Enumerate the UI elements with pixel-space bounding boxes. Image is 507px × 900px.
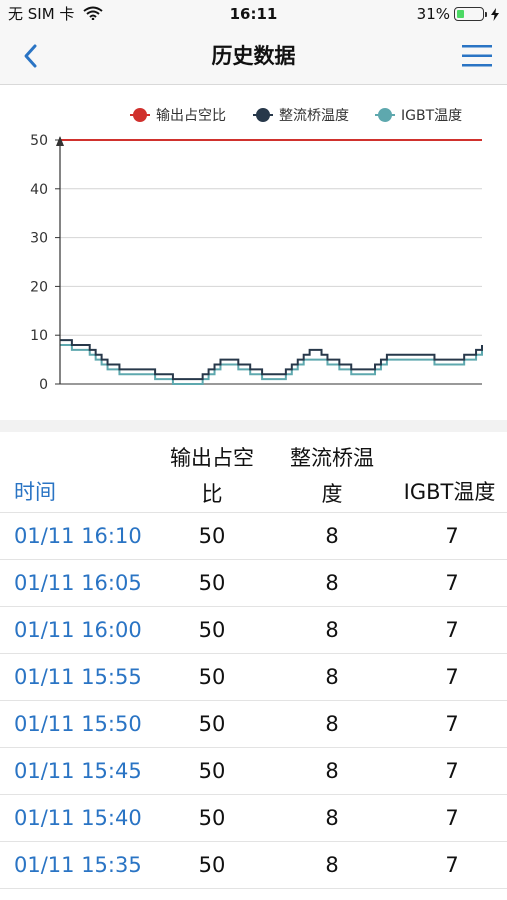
legend-label: IGBT温度 xyxy=(401,108,462,124)
row-time[interactable]: 01/11 15:55 xyxy=(14,665,142,689)
table-row[interactable]: 01/11 16:05 50 8 7 xyxy=(0,560,507,607)
y-tick-label: 10 xyxy=(30,328,48,344)
header-time: 时间 xyxy=(14,480,56,504)
history-table: 时间 输出占空 比 整流桥温 度 IGBT温度 01/11 16:10 50 8 7 0… xyxy=(0,432,507,889)
row-bridge-temp: 8 xyxy=(325,665,339,689)
header-duty-line1: 输出占空 xyxy=(170,446,254,470)
row-duty: 50 xyxy=(198,712,226,736)
carrier-label: 无 SIM 卡 xyxy=(8,5,103,23)
row-bridge-temp: 8 xyxy=(325,806,339,830)
row-bridge-temp: 8 xyxy=(325,571,339,595)
row-duty: 50 xyxy=(198,806,226,830)
y-tick-label: 20 xyxy=(30,279,48,295)
section-divider xyxy=(0,420,507,432)
row-duty: 50 xyxy=(198,571,226,595)
row-duty: 50 xyxy=(198,759,226,783)
legend-marker xyxy=(133,108,147,122)
row-igbt-temp: 7 xyxy=(445,665,459,689)
row-time[interactable]: 01/11 16:10 xyxy=(14,524,142,548)
status-time: 16:11 xyxy=(229,5,278,23)
header-duty-line2: 比 xyxy=(201,482,223,506)
table-row[interactable]: 01/11 16:10 50 8 7 xyxy=(0,513,507,560)
back-chevron-icon[interactable] xyxy=(18,42,46,70)
y-axis-arrow xyxy=(56,136,64,146)
battery-indicator: 31% xyxy=(417,5,499,23)
row-time[interactable]: 01/11 15:45 xyxy=(14,759,142,783)
row-time[interactable]: 01/11 15:35 xyxy=(14,853,142,877)
table-row[interactable]: 01/11 15:50 50 8 7 xyxy=(0,701,507,748)
nav-bar: 历史数据 xyxy=(0,28,507,85)
wifi-icon xyxy=(83,6,103,21)
battery-cap xyxy=(485,11,487,17)
y-tick-label: 30 xyxy=(30,231,48,247)
row-igbt-temp: 7 xyxy=(445,571,459,595)
table-row[interactable]: 01/11 15:35 50 8 7 xyxy=(0,842,507,889)
row-igbt-temp: 7 xyxy=(445,524,459,548)
table-row[interactable]: 01/11 15:55 50 8 7 xyxy=(0,654,507,701)
table-row[interactable]: 01/11 15:45 50 8 7 xyxy=(0,748,507,795)
table-body: 01/11 16:10 50 8 7 01/11 16:05 50 8 7 01/11 16:0… xyxy=(0,513,507,889)
hamburger-menu-icon[interactable] xyxy=(462,43,492,69)
battery-level-fill xyxy=(457,10,465,18)
header-bridge-temp: 整流桥温 度 xyxy=(272,440,392,512)
row-igbt-temp: 7 xyxy=(445,853,459,877)
y-tick-label: 0 xyxy=(39,377,48,393)
table-header: 时间 输出占空 比 整流桥温 度 IGBT温度 xyxy=(0,432,507,513)
row-igbt-temp: 7 xyxy=(445,806,459,830)
series-line-1 xyxy=(60,339,483,381)
legend-marker xyxy=(378,108,392,122)
row-igbt-temp: 7 xyxy=(445,618,459,642)
row-duty: 50 xyxy=(198,853,226,877)
line-chart: 0 10 20 30 40 50 输出占空比 整流桥温度 IGBT温度 xyxy=(30,108,483,393)
table-row[interactable]: 01/11 15:40 50 8 7 xyxy=(0,795,507,842)
row-bridge-temp: 8 xyxy=(325,618,339,642)
row-igbt-temp: 7 xyxy=(445,759,459,783)
row-duty: 50 xyxy=(198,618,226,642)
header-duty: 输出占空 比 xyxy=(152,440,272,512)
header-bridge-line1: 整流桥温 xyxy=(290,446,374,470)
y-tick-label: 50 xyxy=(30,133,48,149)
row-bridge-temp: 8 xyxy=(325,853,339,877)
row-time[interactable]: 01/11 15:40 xyxy=(14,806,142,830)
row-bridge-temp: 8 xyxy=(325,524,339,548)
row-time[interactable]: 01/11 16:00 xyxy=(14,618,142,642)
legend-label: 整流桥温度 xyxy=(279,108,349,124)
legend-label: 输出占空比 xyxy=(156,108,226,124)
row-igbt-temp: 7 xyxy=(445,712,459,736)
battery-icon xyxy=(454,7,484,21)
row-time[interactable]: 01/11 16:05 xyxy=(14,571,142,595)
row-duty: 50 xyxy=(198,524,226,548)
carrier-text: 无 SIM 卡 xyxy=(8,5,75,23)
y-tick-label: 40 xyxy=(30,182,48,198)
row-time[interactable]: 01/11 15:50 xyxy=(14,712,142,736)
series-line-2 xyxy=(60,343,483,385)
row-bridge-temp: 8 xyxy=(325,759,339,783)
table-row[interactable]: 01/11 16:00 50 8 7 xyxy=(0,607,507,654)
header-bridge-line2: 度 xyxy=(321,482,343,506)
page-title: 历史数据 xyxy=(211,44,296,68)
legend-marker xyxy=(256,108,270,122)
charging-bolt-icon xyxy=(491,7,499,21)
battery-percent: 31% xyxy=(416,5,450,23)
row-bridge-temp: 8 xyxy=(325,712,339,736)
row-duty: 50 xyxy=(198,665,226,689)
header-igbt-temp: IGBT温度 xyxy=(403,480,496,504)
history-chart: 0 10 20 30 40 50 输出占空比 整流桥温度 IGBT温度 xyxy=(0,90,507,420)
status-bar: 无 SIM 卡 16:11 31% xyxy=(0,0,507,28)
